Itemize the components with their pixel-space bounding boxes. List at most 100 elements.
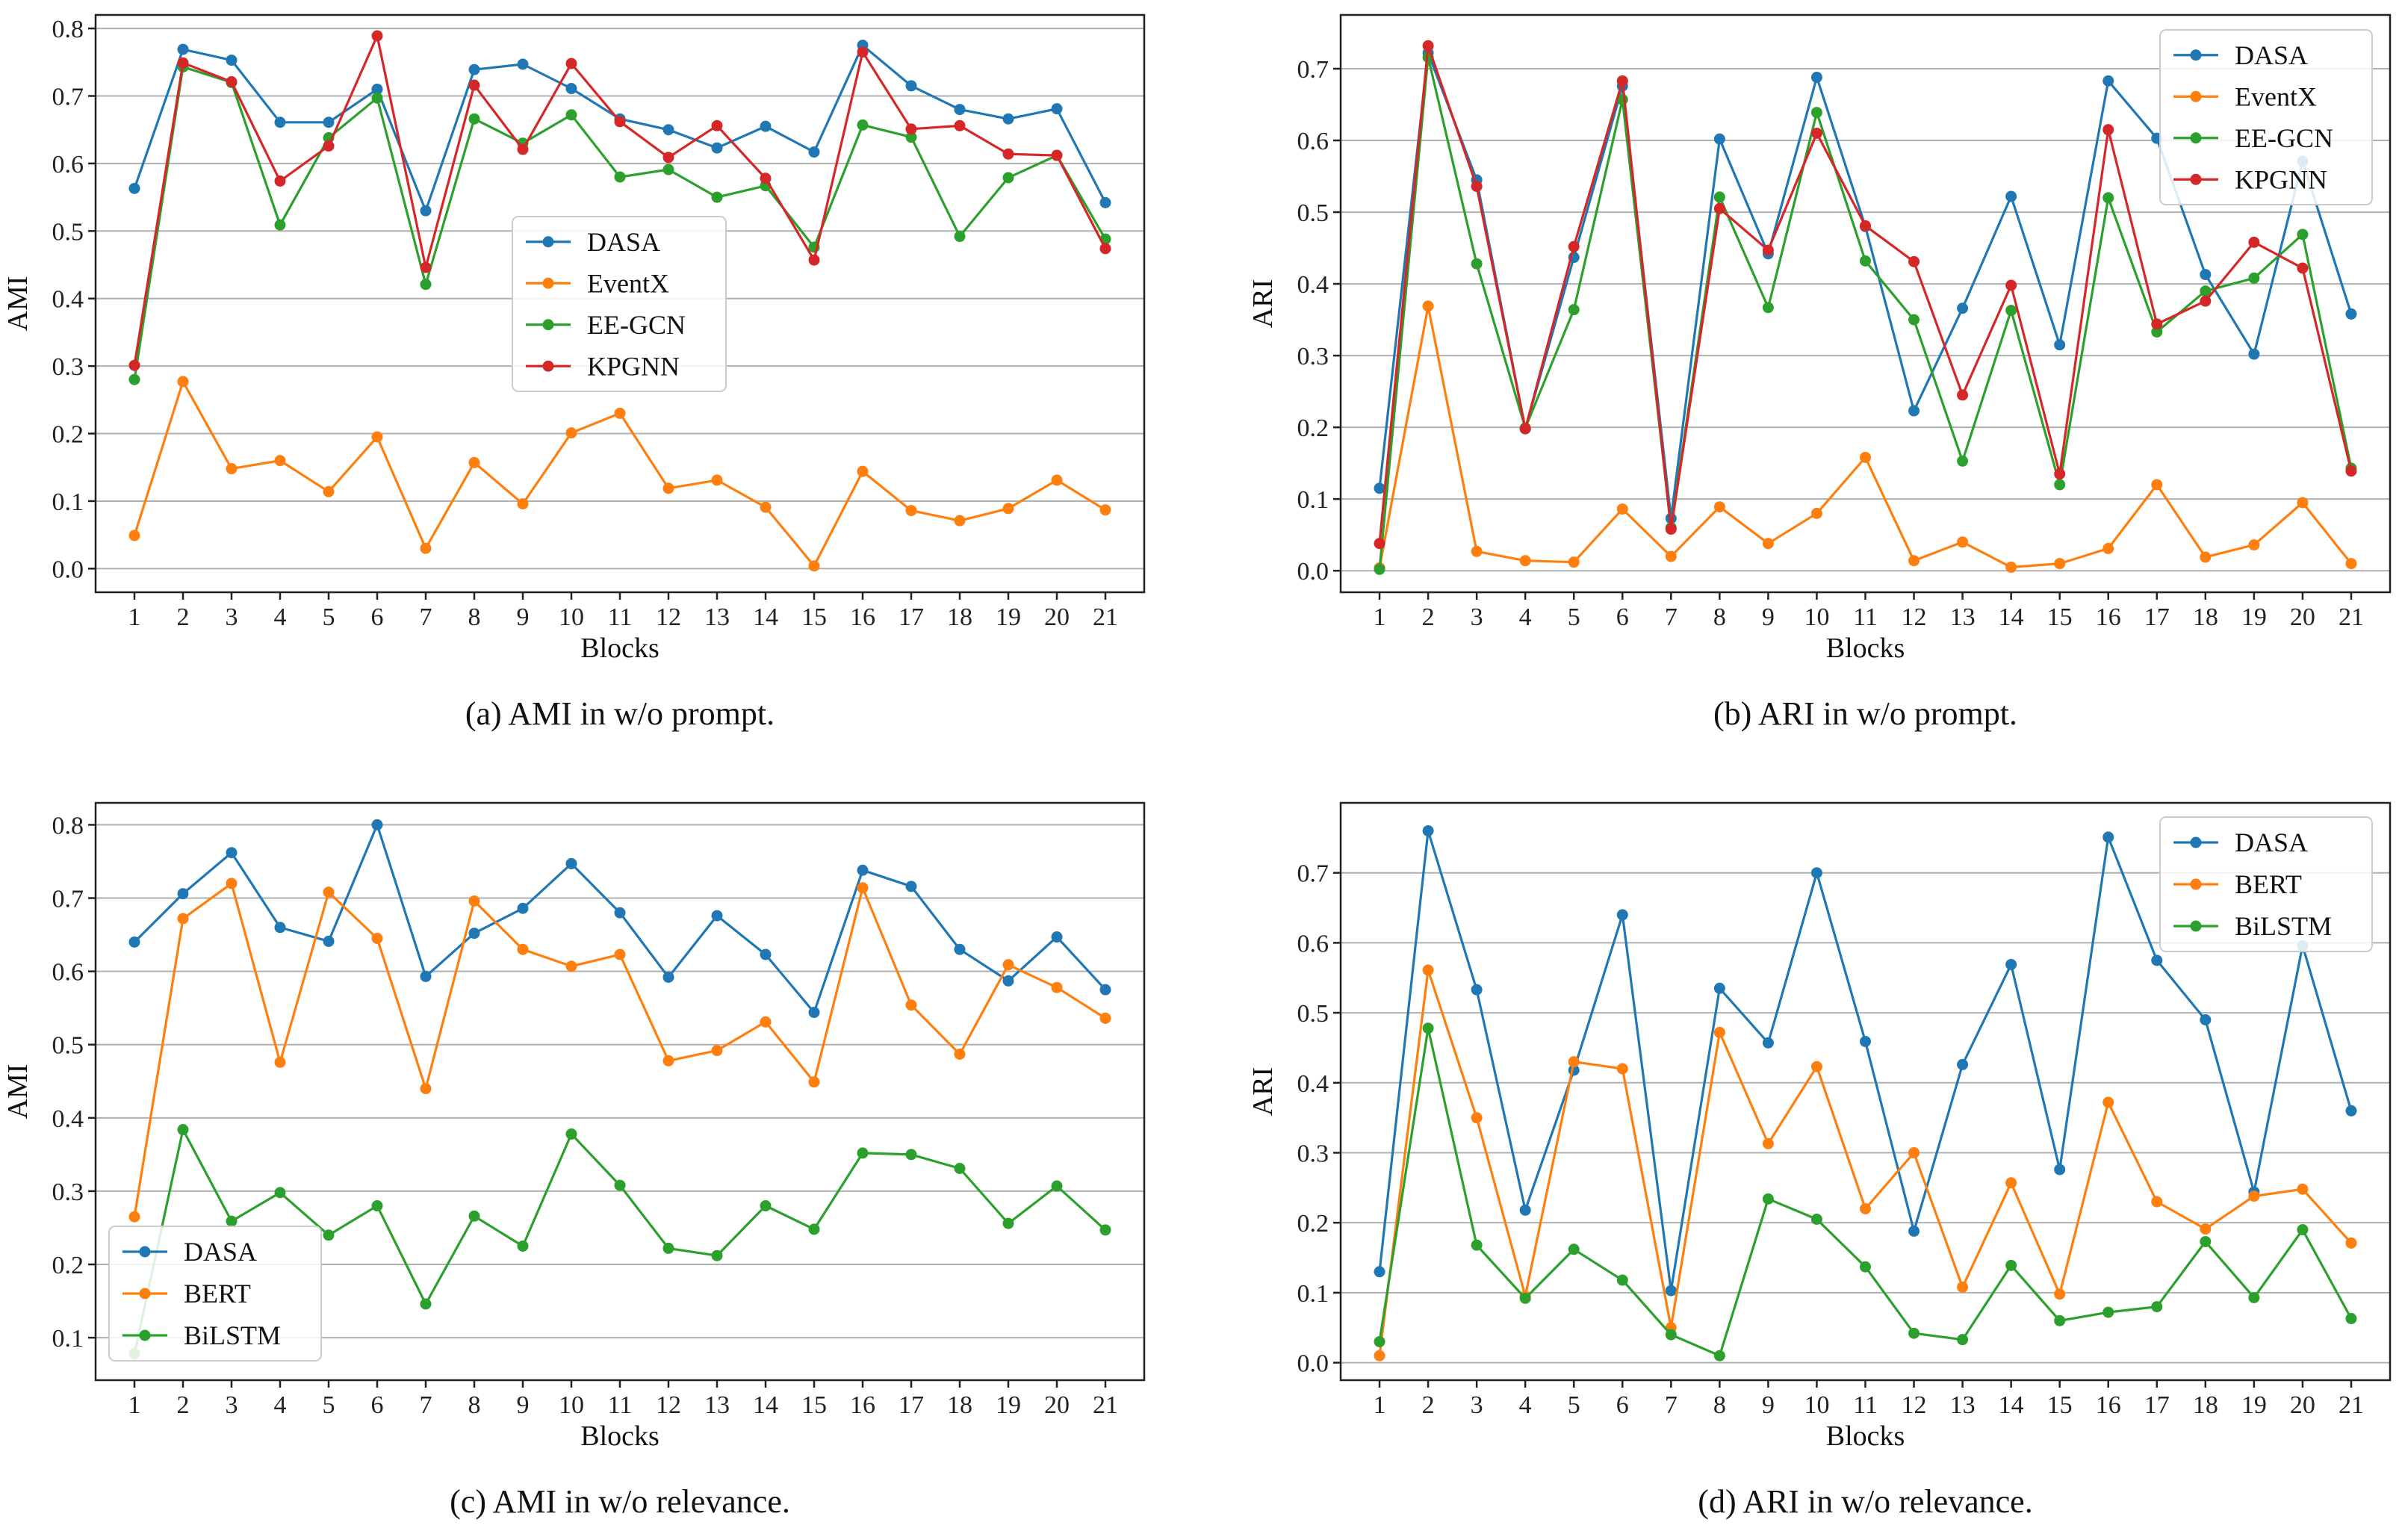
data-point bbox=[1860, 451, 1871, 463]
data-point bbox=[371, 30, 383, 42]
legend-swatch-marker bbox=[2190, 173, 2202, 185]
data-point bbox=[128, 373, 140, 385]
data-point bbox=[468, 79, 480, 91]
x-tick-label: 10 bbox=[559, 1391, 584, 1419]
data-point bbox=[2005, 1259, 2017, 1271]
x-tick-label: 18 bbox=[947, 603, 972, 631]
x-tick-label: 10 bbox=[1804, 603, 1829, 631]
data-point bbox=[468, 1210, 480, 1222]
data-point bbox=[1002, 975, 1014, 987]
data-point bbox=[954, 1048, 966, 1060]
data-point bbox=[1713, 191, 1725, 203]
data-point bbox=[2102, 192, 2114, 204]
data-point bbox=[371, 1200, 383, 1212]
data-point bbox=[2054, 1164, 2066, 1176]
data-point bbox=[1860, 1202, 1871, 1214]
data-point bbox=[711, 1045, 723, 1057]
data-point bbox=[905, 999, 917, 1011]
data-point bbox=[614, 907, 626, 919]
data-point bbox=[2151, 479, 2163, 491]
data-point bbox=[711, 142, 723, 154]
data-point bbox=[760, 501, 772, 513]
x-tick-label: 1 bbox=[128, 603, 141, 631]
data-point bbox=[274, 1187, 286, 1199]
x-tick-label: 14 bbox=[753, 603, 778, 631]
data-point bbox=[1002, 113, 1014, 125]
data-point bbox=[1762, 302, 1774, 314]
y-axis-label: AMI bbox=[2, 1064, 34, 1120]
data-point bbox=[177, 888, 189, 900]
data-point bbox=[1810, 107, 1822, 119]
data-point bbox=[662, 1242, 674, 1254]
data-point bbox=[954, 104, 966, 116]
data-point bbox=[2102, 1096, 2114, 1108]
data-point bbox=[2200, 1235, 2212, 1247]
y-tick-label: 0.6 bbox=[52, 151, 84, 178]
x-tick-label: 18 bbox=[2193, 1391, 2218, 1419]
data-point bbox=[1957, 1334, 1969, 1346]
panel-d: 0.00.10.20.30.40.50.60.71 2 3 4 5 6 7 8 9 10 11 12 1… bbox=[1247, 801, 2392, 1520]
x-tick-label: 6 bbox=[1616, 1391, 1629, 1419]
data-point bbox=[1957, 1058, 1969, 1070]
legend-swatch-marker bbox=[2190, 836, 2202, 848]
legend-swatch-marker bbox=[2190, 49, 2202, 61]
legend-item: BERT bbox=[122, 1279, 251, 1308]
data-point bbox=[1616, 1274, 1628, 1286]
panel-caption: (d) ARI in w/o relevance. bbox=[1698, 1483, 2032, 1520]
data-point bbox=[1471, 984, 1483, 996]
panel-b: 0.00.10.20.30.40.50.60.71 2 3 4 5 6 7 8 9 10 11 12 1… bbox=[1247, 13, 2392, 732]
data-point bbox=[808, 254, 820, 266]
data-point bbox=[1908, 1327, 1920, 1339]
x-tick-label: 21 bbox=[2339, 603, 2364, 631]
data-point bbox=[614, 948, 626, 960]
data-point bbox=[1519, 1292, 1531, 1304]
data-point bbox=[1908, 314, 1920, 326]
data-point bbox=[1568, 1056, 1580, 1068]
legend-swatch-marker bbox=[2190, 90, 2202, 102]
x-tick-label: 1 bbox=[128, 1391, 141, 1419]
series-line bbox=[1378, 305, 2353, 569]
data-point bbox=[468, 928, 480, 940]
legend-swatch-marker bbox=[139, 1329, 151, 1341]
data-point bbox=[128, 359, 140, 371]
data-point bbox=[2102, 1306, 2114, 1318]
legend-label: KPGNN bbox=[587, 351, 680, 381]
legend-label: DASA bbox=[587, 227, 660, 257]
series-bilstm bbox=[128, 1124, 1111, 1360]
data-point bbox=[274, 117, 286, 128]
y-tick-label: 0.1 bbox=[1297, 486, 1329, 514]
legend-swatch-marker bbox=[2190, 132, 2202, 144]
series-kpgnn bbox=[1374, 40, 2357, 550]
data-point bbox=[1051, 474, 1063, 486]
legend-box bbox=[512, 216, 727, 392]
x-tick-label: 2 bbox=[177, 1391, 190, 1419]
data-point bbox=[517, 143, 529, 155]
data-point bbox=[1099, 1012, 1111, 1024]
data-point bbox=[1471, 258, 1483, 270]
data-point bbox=[2345, 308, 2357, 320]
data-point bbox=[1422, 964, 1434, 976]
data-point bbox=[565, 58, 577, 69]
legend-label: EE-GCN bbox=[587, 310, 686, 340]
data-point bbox=[420, 205, 432, 217]
legend-item: DASA bbox=[2173, 828, 2308, 857]
y-tick-label: 0.4 bbox=[52, 1105, 84, 1133]
data-point bbox=[371, 932, 383, 944]
x-tick-label: 16 bbox=[850, 603, 875, 631]
data-point bbox=[323, 485, 335, 497]
x-tick-label: 4 bbox=[274, 603, 287, 631]
data-point bbox=[226, 1215, 238, 1227]
data-point bbox=[1568, 304, 1580, 316]
data-point bbox=[857, 882, 869, 894]
x-axis: 1 2 3 4 5 6 7 8 9 10 11 12 13 14 15 16 17 18 19 20 21 bbox=[1374, 1380, 2364, 1419]
data-point bbox=[323, 935, 335, 947]
data-point bbox=[1471, 545, 1483, 557]
data-point bbox=[2054, 558, 2066, 570]
data-point bbox=[711, 191, 723, 203]
y-axis: 0.1 0.2 0.3 0.4 0.5 0.6 0.7 0.8 bbox=[52, 812, 96, 1353]
data-point bbox=[857, 1147, 869, 1159]
data-point bbox=[517, 58, 529, 70]
data-point bbox=[1665, 550, 1677, 562]
panel-caption: (a) AMI in w/o prompt. bbox=[465, 695, 775, 732]
data-point bbox=[128, 182, 140, 194]
